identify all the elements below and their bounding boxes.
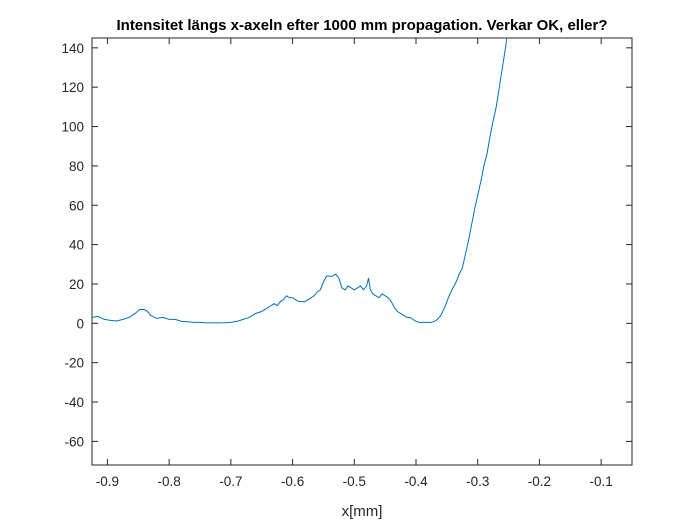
y-tick-label: -60: [64, 434, 84, 449]
y-tick-label: 20: [69, 277, 84, 292]
y-tick-label: 0: [76, 316, 84, 331]
y-tick-label: 80: [69, 159, 84, 174]
x-tick-label: -0.3: [466, 474, 489, 489]
x-tick-label: -0.4: [404, 474, 428, 489]
y-tick-label: 120: [61, 80, 84, 95]
intensity-series-line: [92, 38, 508, 324]
x-tick-label: -0.8: [158, 474, 181, 489]
axis-tick-labels: -0.9 -0.8 -0.7 -0.6 -0.5 -0.4 -0.3 -0.2 -0.1 -60 -…: [61, 41, 612, 489]
x-axis-label: x[mm]: [342, 503, 383, 520]
x-tick-label: -0.1: [590, 474, 613, 489]
x-tick-label: -0.5: [343, 474, 366, 489]
x-tick-label: -0.6: [281, 474, 304, 489]
chart-title: Intensitet längs x-axeln efter 1000 mm p…: [116, 17, 607, 34]
y-tick-label: 100: [61, 120, 84, 135]
y-tick-label: 60: [69, 198, 84, 213]
y-tick-label: 40: [69, 238, 84, 253]
x-tick-label: -0.7: [219, 474, 242, 489]
axis-ticks: [92, 38, 632, 465]
plot-area: -0.9 -0.8 -0.7 -0.6 -0.5 -0.4 -0.3 -0.2 -0.1 -60 -…: [61, 37, 633, 489]
x-tick-label: -0.9: [96, 474, 119, 489]
y-tick-label: -20: [64, 356, 84, 371]
y-tick-label: 140: [61, 41, 84, 56]
plot-frame: [91, 37, 633, 466]
x-tick-label: -0.2: [528, 474, 551, 489]
y-tick-label: -40: [64, 395, 84, 410]
